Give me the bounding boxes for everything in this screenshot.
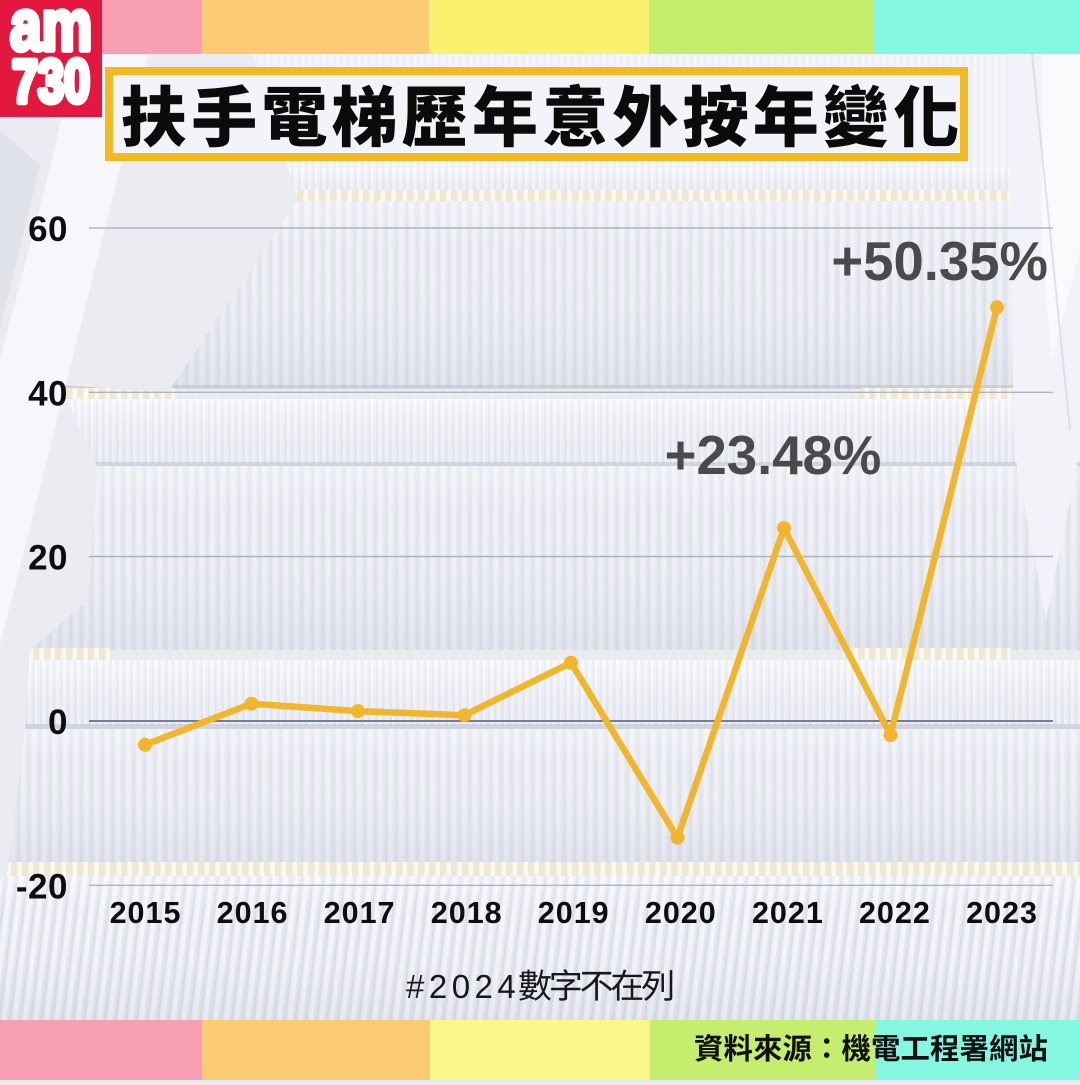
svg-text:+23.48%: +23.48% — [665, 425, 882, 486]
svg-text:2020: 2020 — [645, 896, 717, 930]
svg-text:2015: 2015 — [110, 896, 182, 930]
svg-text:0: 0 — [48, 703, 68, 742]
svg-text:60: 60 — [28, 210, 68, 249]
svg-text:2017: 2017 — [324, 896, 396, 930]
svg-text:2019: 2019 — [538, 896, 610, 930]
svg-text:am: am — [10, 0, 92, 66]
svg-text:20: 20 — [28, 539, 68, 578]
svg-text:2016: 2016 — [217, 896, 289, 930]
svg-text:2021: 2021 — [752, 896, 824, 930]
svg-text:#2024: #2024 — [406, 968, 520, 1005]
svg-text:730: 730 — [12, 48, 90, 115]
svg-text:2022: 2022 — [859, 896, 931, 930]
svg-text:2023: 2023 — [966, 896, 1038, 930]
svg-text:+50.35%: +50.35% — [831, 231, 1048, 292]
svg-text:2018: 2018 — [431, 896, 503, 930]
svg-text:40: 40 — [28, 374, 68, 413]
svg-text:-20: -20 — [16, 867, 68, 906]
